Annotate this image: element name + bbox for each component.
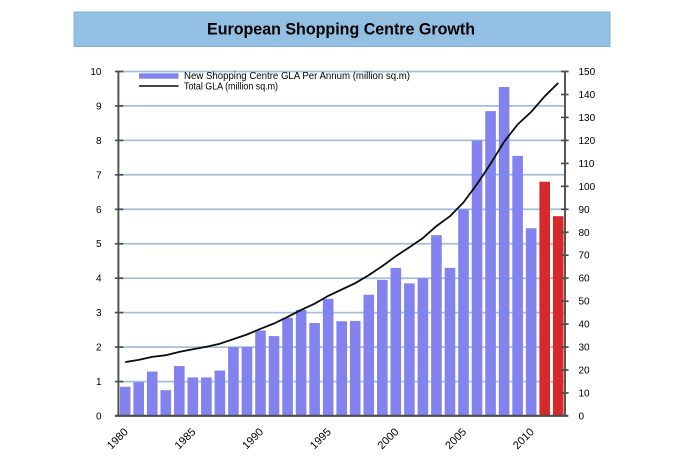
svg-text:1980: 1980 [105, 426, 131, 452]
svg-text:30: 30 [579, 343, 591, 354]
svg-text:9: 9 [96, 101, 102, 112]
svg-text:20: 20 [579, 366, 591, 377]
svg-text:1990: 1990 [240, 426, 266, 452]
svg-text:10: 10 [90, 67, 102, 78]
svg-text:6: 6 [96, 205, 102, 216]
svg-text:7: 7 [96, 170, 102, 181]
svg-text:1995: 1995 [308, 426, 334, 452]
svg-text:1985: 1985 [173, 426, 199, 452]
svg-text:100: 100 [579, 182, 596, 193]
svg-text:0: 0 [96, 412, 102, 423]
svg-text:8: 8 [96, 136, 102, 147]
svg-text:40: 40 [579, 320, 591, 331]
svg-text:4: 4 [96, 274, 102, 285]
svg-text:50: 50 [579, 297, 591, 308]
svg-text:0: 0 [579, 412, 585, 423]
svg-text:10: 10 [579, 389, 591, 400]
svg-text:60: 60 [579, 274, 591, 285]
svg-text:5: 5 [96, 239, 102, 250]
svg-text:140: 140 [579, 90, 596, 101]
svg-text:110: 110 [579, 159, 595, 170]
svg-text:3: 3 [96, 308, 102, 319]
svg-text:2010: 2010 [511, 426, 537, 452]
svg-text:Total GLA (million sq.m): Total GLA (million sq.m) [184, 82, 278, 93]
svg-text:70: 70 [579, 251, 591, 262]
svg-text:130: 130 [579, 113, 596, 124]
svg-text:2: 2 [96, 343, 102, 354]
svg-text:150: 150 [579, 67, 596, 78]
svg-text:90: 90 [579, 205, 591, 216]
svg-text:80: 80 [579, 228, 591, 239]
svg-text:120: 120 [579, 136, 596, 147]
svg-text:2005: 2005 [443, 426, 469, 452]
svg-text:1: 1 [96, 377, 102, 388]
svg-text:2000: 2000 [376, 426, 402, 452]
svg-text:New Shopping Centre GLA Per An: New Shopping Centre GLA Per Annum (milli… [184, 71, 410, 82]
svg-text:European Shopping Centre Growt: European Shopping Centre Growth [207, 20, 475, 39]
